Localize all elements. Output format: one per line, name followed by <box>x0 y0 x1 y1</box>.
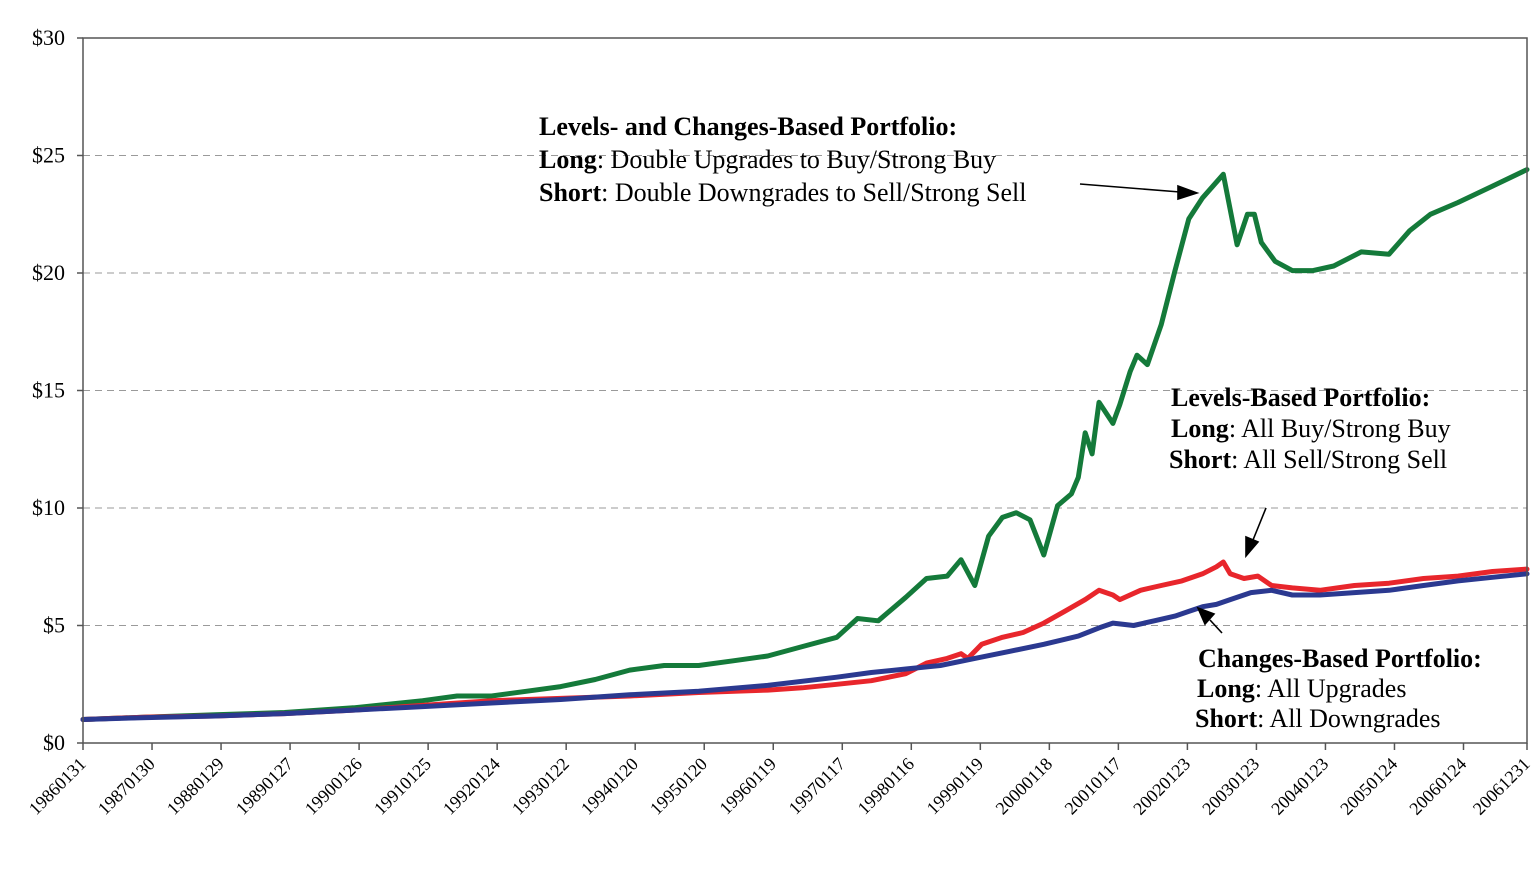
y-tick-label: $25 <box>32 143 65 168</box>
x-tick-label: 19970117 <box>785 754 850 819</box>
arrow-blue <box>1209 619 1223 634</box>
arrow-red <box>1252 507 1267 541</box>
annotation-blue-short-label: Short <box>1195 704 1258 733</box>
annotation-red: Levels-Based Portfolio: Long: All Buy/St… <box>1169 382 1451 475</box>
annotation-green: Levels- and Changes-Based Portfolio: Lon… <box>539 110 1026 209</box>
x-tick-label: 20061231 <box>1469 754 1534 819</box>
annotation-green-long-text: : Double Upgrades to Buy/Strong Buy <box>596 145 997 174</box>
arrow-blue-head <box>1196 606 1216 626</box>
gridlines <box>83 155 1527 626</box>
annotation-red-long-label: Long <box>1171 414 1229 443</box>
series-lines <box>80 167 1530 722</box>
annotation-blue-long-text: : All Upgrades <box>1254 674 1407 703</box>
x-tick-label: 20050124 <box>1336 754 1401 819</box>
annotation-red-title: Levels-Based Portfolio: <box>1171 383 1431 412</box>
x-tick-label: 20000118 <box>992 754 1057 819</box>
y-tick-label: $30 <box>32 25 65 50</box>
annotation-blue-long-label: Long <box>1197 674 1255 703</box>
x-tick-label: 19860131 <box>25 754 90 819</box>
annotation-blue-title: Changes-Based Portfolio: <box>1198 644 1482 673</box>
x-tick-label: 19940120 <box>577 754 642 819</box>
x-tick-label: 20060124 <box>1405 754 1470 819</box>
annotation-blue: Changes-Based Portfolio: Long: All Upgra… <box>1195 644 1482 734</box>
x-tick-label: 19980116 <box>854 754 919 819</box>
x-tick-label: 20020123 <box>1129 754 1194 819</box>
annotation-red-long-text: : All Buy/Strong Buy <box>1228 414 1451 443</box>
arrow-red-head <box>1245 535 1260 559</box>
arrow-green <box>1079 183 1181 193</box>
x-tick-label: 19870130 <box>94 754 159 819</box>
annotation-blue-short-text: : All Downgrades <box>1257 704 1441 733</box>
y-axis-ticks: $0 $5 $10 $15 $20 $25 $30 <box>32 25 83 755</box>
arrow-green-head <box>1177 184 1200 201</box>
y-tick-label: $15 <box>32 378 65 403</box>
y-tick-label: $10 <box>32 495 65 520</box>
y-tick-label: $0 <box>43 730 65 755</box>
x-tick-label: 19930122 <box>508 754 573 819</box>
y-tick-label: $5 <box>43 613 65 638</box>
annotation-green-title: Levels- and Changes-Based Portfolio: <box>539 112 958 141</box>
y-tick-label: $20 <box>32 260 65 285</box>
x-tick-label: 19990119 <box>923 754 988 819</box>
x-tick-label: 19900126 <box>301 754 366 819</box>
annotation-green-short-label: Short <box>539 178 602 207</box>
x-tick-label: 20030123 <box>1198 754 1263 819</box>
x-tick-label: 20040123 <box>1267 754 1332 819</box>
series-line-blue <box>80 571 1530 722</box>
plot-frame <box>82 37 1528 744</box>
x-tick-label: 19890127 <box>232 754 297 819</box>
x-axis-ticks: 19860131 19870130 19880129 19890127 19900126… <box>25 743 1534 819</box>
annotation-red-short-label: Short <box>1169 445 1232 474</box>
x-tick-label: 19950120 <box>646 754 711 819</box>
x-tick-label: 20010117 <box>1061 754 1126 819</box>
annotation-green-long-label: Long <box>539 145 597 174</box>
x-tick-label: 19910125 <box>370 754 435 819</box>
x-tick-label: 19960119 <box>715 754 780 819</box>
series-line-green <box>80 167 1530 722</box>
annotation-green-short-text: : Double Downgrades to Sell/Strong Sell <box>601 178 1027 207</box>
annotation-red-short-text: : All Sell/Strong Sell <box>1231 445 1448 474</box>
x-tick-label: 19880129 <box>163 754 228 819</box>
x-tick-label: 19920124 <box>439 754 504 819</box>
annotation-arrows <box>1079 183 1267 634</box>
